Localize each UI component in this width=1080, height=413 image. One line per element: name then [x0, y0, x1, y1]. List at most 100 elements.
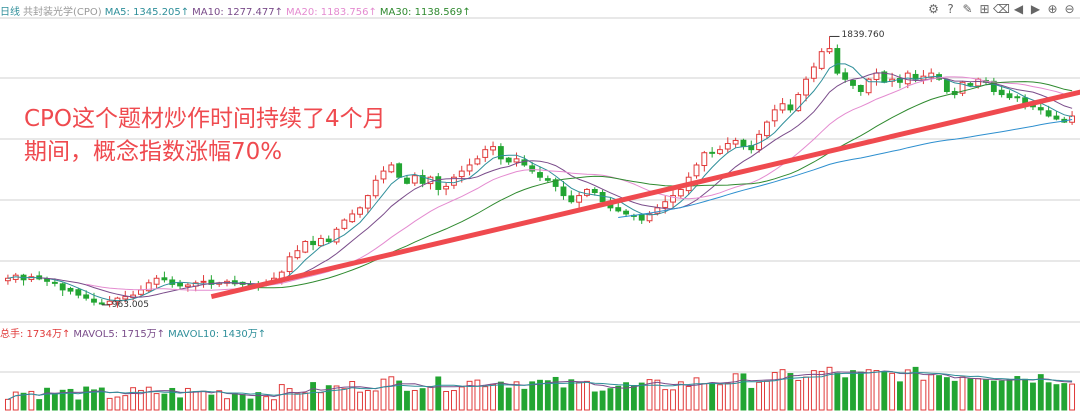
volume-bar: [857, 371, 864, 411]
candle-body: [787, 104, 794, 111]
volume-bar: [748, 387, 755, 411]
candle-body: [834, 48, 841, 74]
candle-body: [184, 284, 191, 288]
volume-bar: [380, 378, 387, 411]
candle-body: [850, 79, 856, 86]
candle-body: [521, 159, 528, 166]
volume-bar: [12, 391, 19, 411]
candle-body: [44, 278, 50, 282]
volume-bar: [177, 397, 183, 411]
volume-bar: [677, 381, 684, 411]
candle-body: [873, 72, 880, 80]
volume-bar: [20, 392, 27, 411]
volume-bar: [466, 380, 473, 411]
volume-bar: [1006, 379, 1013, 411]
candle-body: [842, 72, 849, 80]
volume-bar: [474, 379, 481, 411]
volume-bar: [482, 386, 489, 411]
trend-arrow-shaft: [210, 89, 1080, 300]
volume-bar: [161, 393, 168, 411]
zoom-out-icon[interactable]: ⊖: [1064, 2, 1075, 16]
volume-bar: [873, 370, 880, 411]
volume-bar: [529, 381, 536, 411]
help-icon[interactable]: ?: [947, 2, 954, 16]
candle-body: [505, 157, 512, 163]
candle-body: [372, 179, 379, 197]
volume-bar: [1061, 383, 1068, 411]
volume-bar: [560, 387, 567, 411]
total-volume: 总手: 1734万↑: [0, 329, 71, 340]
volume-bar: [130, 387, 137, 411]
candle-body: [865, 78, 872, 94]
candle-body: [75, 289, 82, 296]
ma10-value: MA10: 1277.477↑: [192, 7, 284, 18]
volume-bar: [724, 382, 731, 411]
volume-bar: [208, 394, 215, 411]
candle-body: [568, 195, 575, 203]
volume-bar: [591, 391, 598, 411]
volume-bar: [36, 399, 43, 411]
pen-icon[interactable]: ✎: [962, 2, 973, 16]
candle-body: [466, 164, 473, 172]
volume-bar: [544, 380, 551, 411]
annotation-line-2: 期间，概念指数涨幅70%: [24, 139, 283, 165]
volume-bar: [59, 389, 66, 411]
candle-body: [200, 280, 207, 283]
candle-body: [474, 158, 481, 165]
volume-bar: [826, 366, 833, 411]
ma-legend: 日线 共封装光学(CPO) MA5: 1345.205↑ MA10: 1277.477…: [0, 3, 474, 18]
volume-bar: [122, 395, 129, 411]
gift-icon[interactable]: ⊞: [979, 2, 990, 16]
volume-bar: [904, 369, 911, 411]
volume-bar: [803, 376, 809, 411]
candle-body: [138, 289, 144, 295]
candle-body: [490, 146, 496, 151]
ma5-line: [7, 63, 1073, 302]
candle-body: [59, 283, 66, 291]
volume-bar: [701, 383, 708, 411]
candle-body: [91, 298, 97, 303]
candle-body: [1053, 115, 1060, 120]
volume-bar: [75, 399, 82, 411]
candle-body: [443, 185, 450, 190]
volume-bar: [654, 379, 661, 411]
candle-body: [325, 238, 332, 243]
prev-icon[interactable]: ◀: [1013, 2, 1024, 16]
volume-bar: [271, 399, 277, 411]
volume-bar: [28, 390, 35, 411]
candle-body: [897, 77, 903, 83]
volume-bar: [505, 387, 512, 411]
volume-bar: [1030, 382, 1036, 411]
volume-bar: [192, 391, 199, 411]
period-label: 日线: [0, 7, 20, 18]
volume-bar: [44, 387, 50, 411]
annotation-line-1: CPO这个题材炒作时间持续了4个月: [24, 106, 386, 132]
candle-body: [857, 84, 864, 92]
volume-bar: [693, 377, 700, 411]
volume-bar: [1014, 376, 1021, 411]
index-name: 共封装光学(CPO): [23, 7, 102, 18]
volume-bar: [787, 373, 794, 411]
candle-body: [435, 176, 442, 190]
candle-body: [544, 178, 551, 181]
candle-body: [302, 241, 309, 253]
volume-bar: [317, 392, 324, 411]
candle-body: [1069, 115, 1076, 123]
volume-bar: [153, 393, 160, 411]
candle-body: [701, 152, 708, 167]
volume-bar: [247, 398, 254, 411]
ma5-value: MA5: 1345.205↑: [104, 7, 190, 18]
volume-bar: [411, 389, 418, 411]
candle-body: [169, 279, 176, 285]
settings-icon[interactable]: ⚙: [928, 2, 939, 16]
candle-body: [717, 149, 723, 154]
candle-body: [998, 89, 1005, 96]
zoom-in-icon[interactable]: ⊕: [1047, 2, 1058, 16]
volume-bar: [239, 394, 246, 411]
volume-bar: [951, 380, 958, 411]
candle-body: [294, 250, 301, 259]
candle-body: [404, 177, 410, 184]
next-icon[interactable]: ▶: [1030, 2, 1041, 16]
trash-icon[interactable]: ⌫: [993, 2, 1010, 16]
